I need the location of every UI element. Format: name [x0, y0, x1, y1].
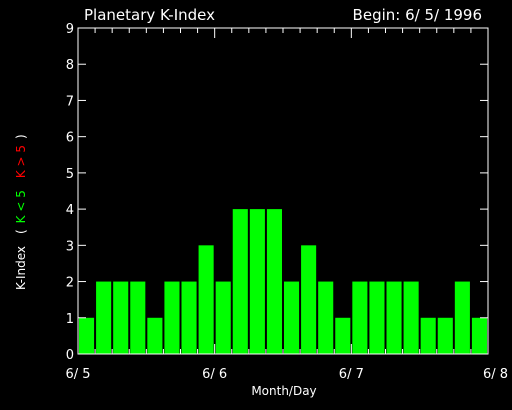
x-axis-label: Month/Day	[251, 384, 316, 398]
k-index-bar	[198, 245, 214, 354]
k-index-bar	[113, 281, 129, 354]
begin-date-label: Begin: 6/ 5/ 1996	[353, 6, 482, 24]
x-tick-label: 6/ 8	[483, 367, 508, 382]
bar-series	[79, 209, 487, 354]
y-tick-label: 2	[66, 276, 74, 291]
y-tick-label: 7	[66, 94, 74, 109]
y-tick-label: 8	[66, 58, 74, 73]
y-axis-label-high: K > 5	[14, 145, 28, 178]
k-index-bar	[266, 209, 282, 354]
k-index-bar	[96, 281, 112, 354]
k-index-bar	[284, 281, 300, 354]
k-index-bar	[454, 281, 470, 354]
y-axis-label-close-paren: )	[14, 134, 28, 139]
y-tick-label: 6	[66, 131, 74, 146]
plot-frame	[77, 27, 489, 355]
k-index-bar	[301, 245, 317, 354]
y-tick-label: 0	[66, 348, 74, 363]
k-index-bar	[335, 317, 351, 354]
y-axis-label-low: K < 5	[14, 190, 28, 223]
chart-title: Planetary K-Index	[84, 6, 215, 24]
k-index-bar	[386, 281, 402, 354]
k-index-bar	[437, 317, 453, 354]
k-index-bar	[471, 317, 487, 354]
x-axis-ticks: 6/ 5 6/ 6 6/ 7 6/ 8	[65, 28, 508, 382]
k-index-bar	[403, 281, 419, 354]
k-index-bar	[181, 281, 197, 354]
y-axis-label-open-paren: (	[14, 229, 28, 234]
k-index-bar	[130, 281, 146, 354]
k-index-bar	[164, 281, 180, 354]
k-index-bar	[249, 209, 265, 354]
y-tick-label: 1	[66, 312, 74, 327]
x-tick-label: 6/ 6	[202, 367, 227, 382]
y-tick-label: 5	[66, 167, 74, 182]
k-index-bar	[318, 281, 334, 354]
k-index-bar	[420, 317, 436, 354]
y-tick-label: 4	[66, 203, 74, 218]
k-index-bar	[215, 281, 231, 354]
k-index-bar	[79, 317, 95, 354]
x-tick-label: 6/ 5	[65, 367, 90, 382]
k-index-bar	[369, 281, 385, 354]
k-index-bar	[147, 317, 163, 354]
y-tick-label: 9	[66, 22, 74, 37]
k-index-bar	[232, 209, 248, 354]
k-index-bar	[352, 281, 368, 354]
y-axis-ticks: 0 1 2 3 4 5 6 7 8 9	[66, 22, 488, 363]
y-axis-label-main: K-Index	[14, 246, 28, 290]
y-tick-label: 3	[66, 239, 74, 254]
y-axis-label: K-Index ( K < 5 K > 5)	[14, 134, 28, 290]
x-tick-label: 6/ 7	[339, 367, 364, 382]
